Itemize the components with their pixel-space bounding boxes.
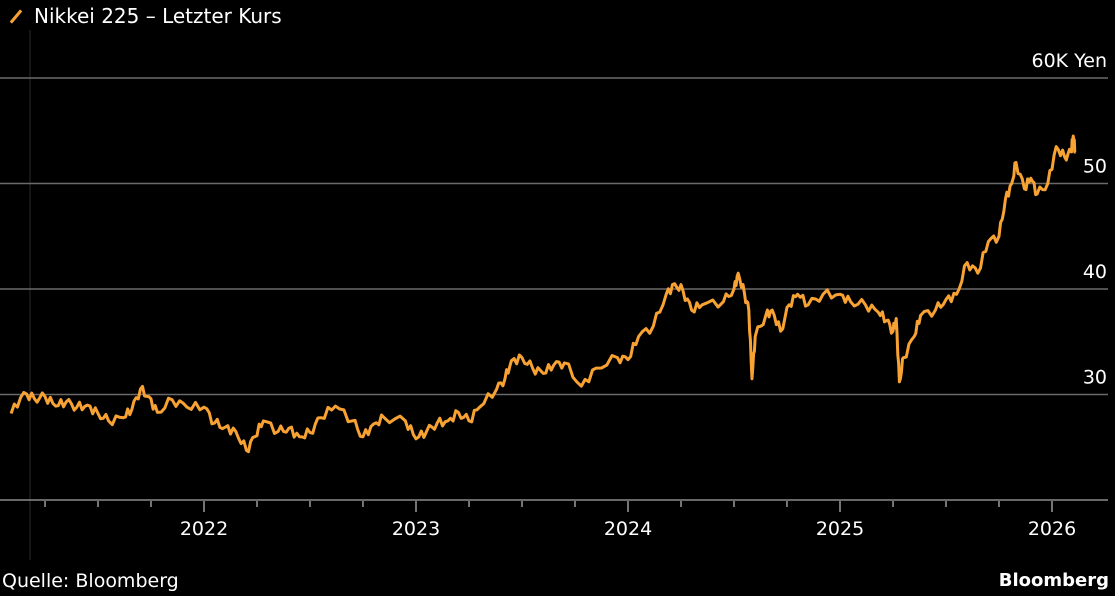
y-tick-label: 50 <box>1083 156 1107 178</box>
chart-title: Nikkei 225 – Letzter Kurs <box>8 4 282 28</box>
x-tick-label-2025: 2025 <box>816 518 864 540</box>
y-axis-labels: 30 40 50 60K Yen <box>1032 50 1108 389</box>
x-tick-label-2026: 2026 <box>1028 518 1076 540</box>
y-tick-label: 60K Yen <box>1032 50 1108 72</box>
y-tick-label: 30 <box>1083 367 1107 389</box>
chart-title-text: Nikkei 225 – Letzter Kurs <box>34 4 282 28</box>
gridlines <box>0 77 1108 501</box>
series-line-nikkei-225 <box>9 134 1077 454</box>
source-note: Quelle: Bloomberg <box>2 570 179 592</box>
x-tick-label-2024: 2024 <box>604 518 652 540</box>
x-tick-label-2023: 2023 <box>392 518 440 540</box>
x-tick-label-2022: 2022 <box>180 518 228 540</box>
x-axis: 2022 2023 2024 2025 2026 <box>44 501 1076 540</box>
bloomberg-logo: Bloomberg <box>998 570 1109 591</box>
y-tick-label: 40 <box>1083 261 1107 283</box>
